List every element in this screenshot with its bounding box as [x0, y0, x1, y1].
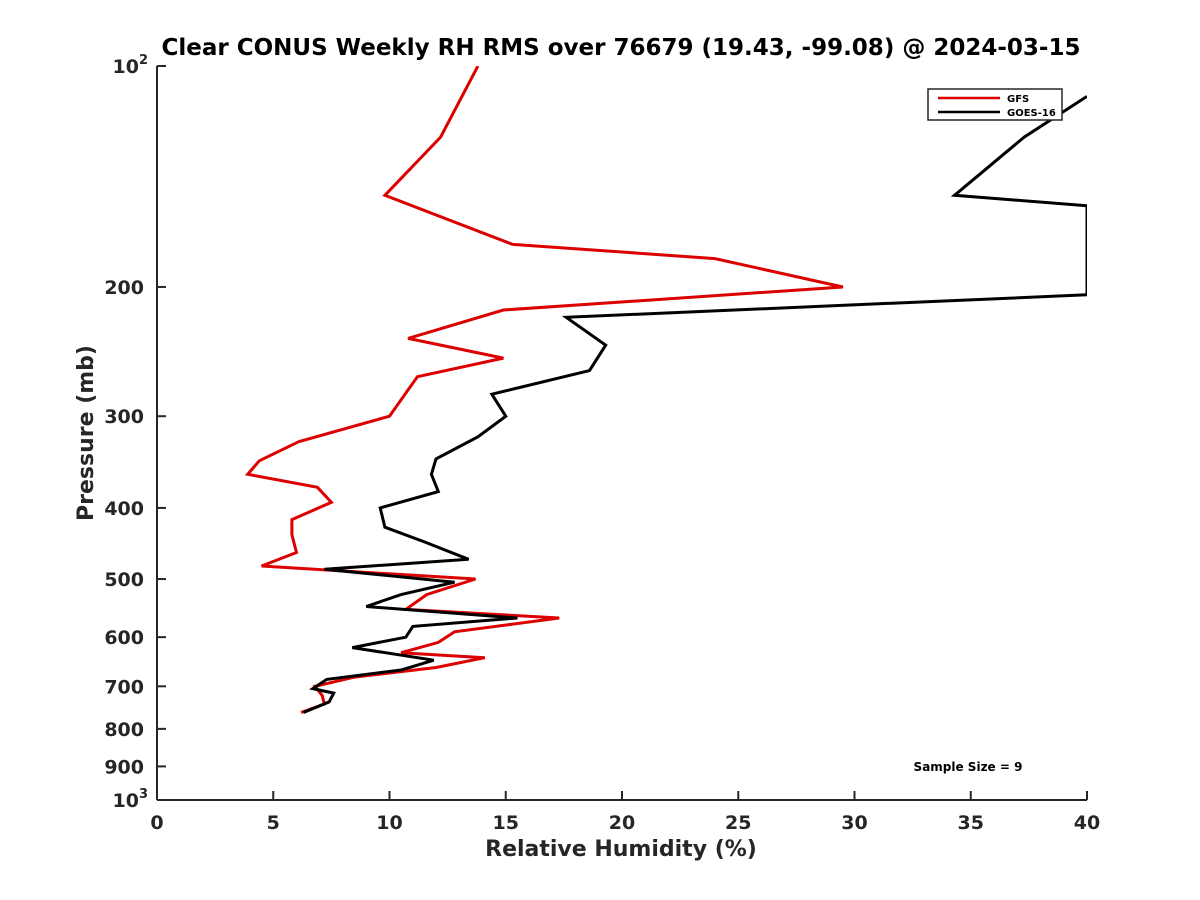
x-tick-label: 15 — [493, 812, 519, 834]
legend-label: GFS — [1007, 94, 1029, 105]
y-tick-label: 600 — [104, 627, 144, 649]
x-tick-label: 20 — [609, 812, 635, 834]
series-line-goes-16 — [302, 95, 1087, 714]
y-tick-label: 800 — [104, 719, 144, 741]
legend-label: GOES-16 — [1007, 108, 1056, 119]
axes-layer: 0 5 10 15 20 25 30 35 40 102 200 300 400 500 600 700 800… — [104, 53, 1100, 834]
series-line-gfs — [244, 66, 844, 714]
y-tick-label: 103 — [113, 787, 149, 812]
x-tick-label: 10 — [376, 812, 402, 834]
chart-title: Clear CONUS Weekly RH RMS over 76679 (19… — [162, 35, 1081, 61]
y-tick-label: 102 — [113, 53, 149, 78]
x-tick-label: 30 — [841, 812, 867, 834]
x-tick-label: 35 — [958, 812, 984, 834]
legend-box — [927, 88, 1063, 121]
x-tick-label: 5 — [267, 812, 280, 834]
legend: GFS GOES-16 — [927, 88, 1063, 121]
y-tick-label: 200 — [104, 277, 144, 299]
y-tick-label: 500 — [104, 569, 144, 591]
series-layer — [244, 66, 1087, 714]
sample-size-annotation: Sample Size = 9 — [914, 760, 1023, 774]
y-tick-label: 700 — [104, 676, 144, 698]
y-tick-label: 300 — [104, 406, 144, 428]
x-tick-label: 25 — [725, 812, 751, 834]
x-axis-label: Relative Humidity (%) — [485, 837, 757, 862]
x-tick-label: 40 — [1074, 812, 1100, 834]
x-tick-label: 0 — [150, 812, 163, 834]
y-tick-label: 400 — [104, 498, 144, 520]
y-tick-label: 900 — [104, 756, 144, 778]
y-axis-label: Pressure (mb) — [74, 345, 99, 521]
